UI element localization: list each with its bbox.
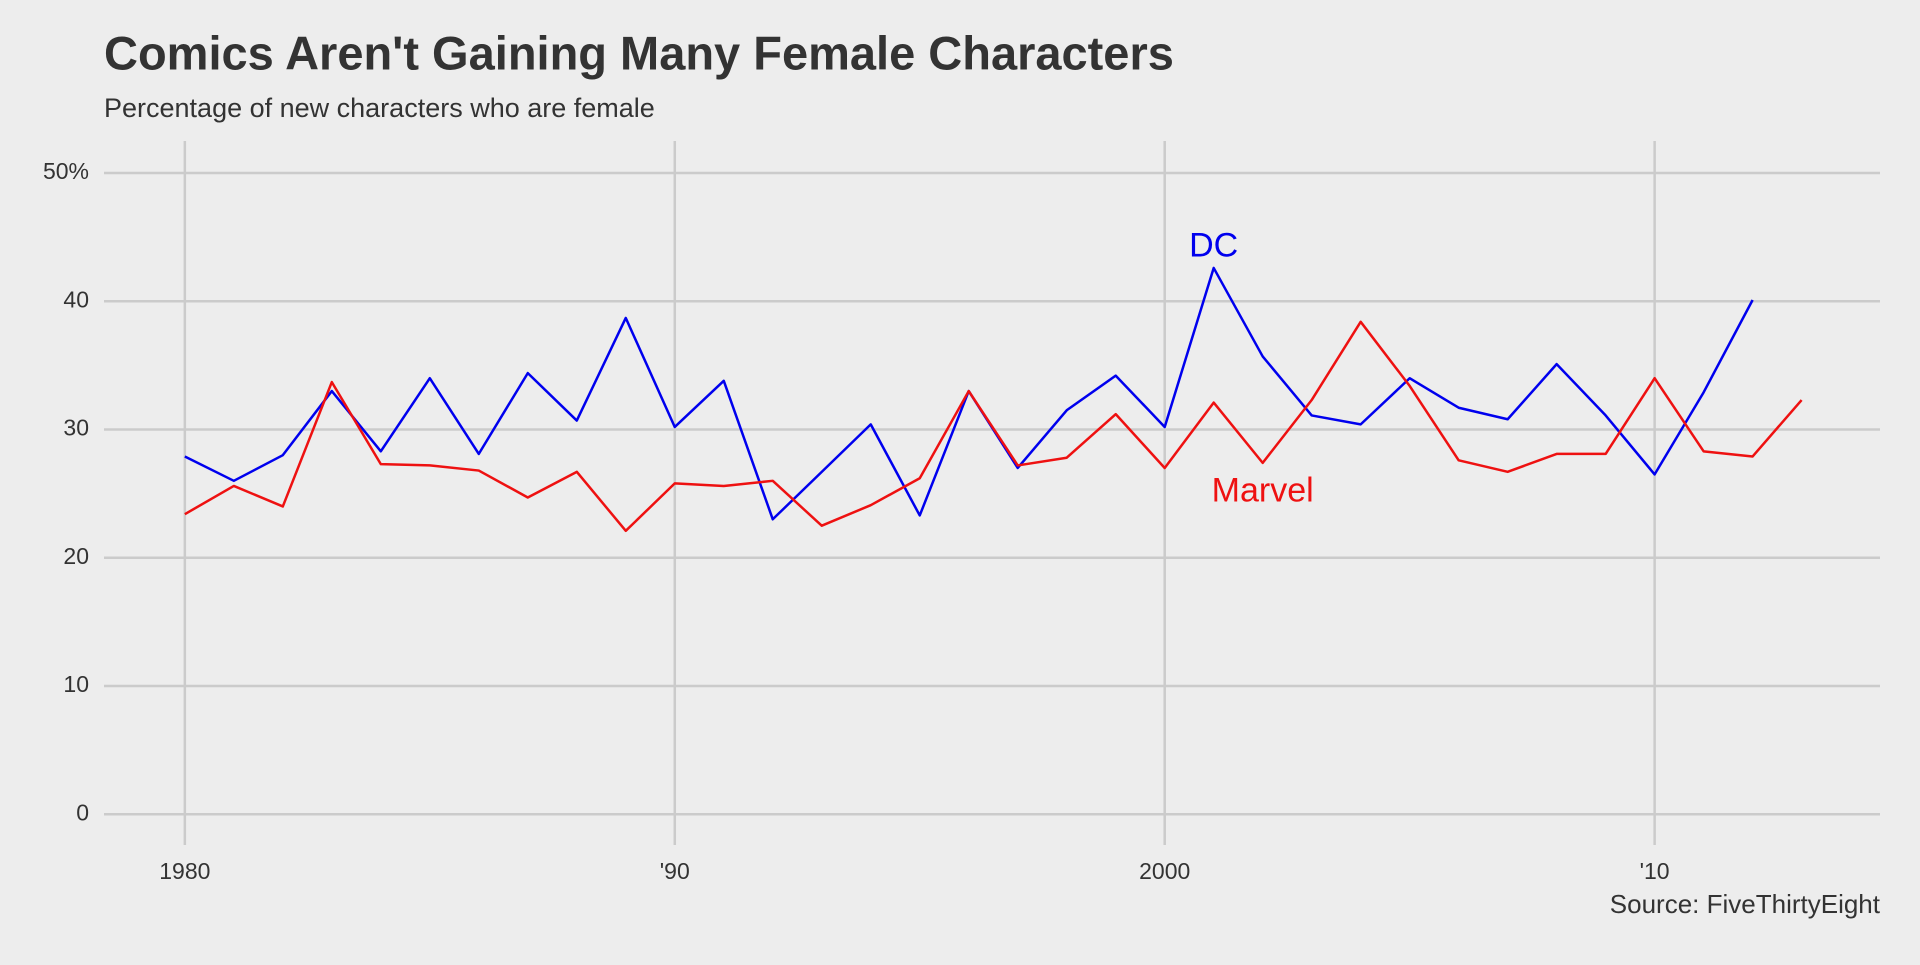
chart-subtitle: Percentage of new characters who are fem…	[104, 93, 655, 123]
x-tick-label: 2000	[1139, 858, 1190, 884]
series-line	[184, 320, 1803, 533]
y-tick-label: 10	[63, 671, 89, 697]
y-tick-label: 50%	[43, 158, 89, 184]
source: Source: FiveThirtyEight	[1610, 889, 1881, 919]
x-tick-label: 1980	[159, 858, 210, 884]
y-tick-label: 20	[63, 543, 89, 569]
series-label: DC	[1189, 226, 1238, 264]
y-tick-label: 40	[63, 286, 89, 312]
y-tick-label: 0	[76, 799, 89, 825]
chart-title: Comics Aren't Gaining Many Female Charac…	[104, 26, 1174, 79]
y-tick-label: 30	[63, 415, 89, 441]
x-tick-label: '90	[660, 858, 690, 884]
series-label: Marvel	[1212, 471, 1314, 509]
x-tick-label: '10	[1640, 858, 1670, 884]
